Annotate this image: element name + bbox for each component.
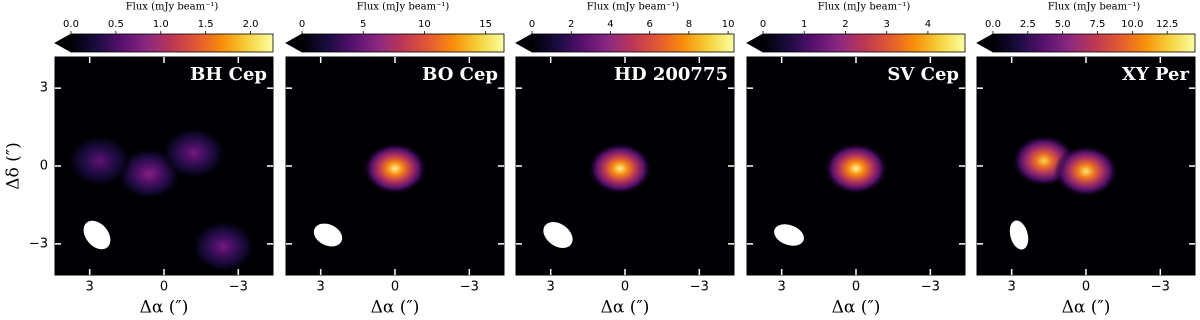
- image: [823, 142, 889, 195]
- emission: [67, 134, 132, 187]
- emission: [191, 220, 256, 273]
- image: [587, 142, 653, 195]
- y-tick-label: −3: [29, 236, 48, 251]
- x-tick-label: −3: [229, 280, 248, 295]
- x-tick-label: −3: [460, 280, 479, 295]
- x-tick-label: 0: [852, 280, 860, 295]
- emission: [161, 127, 226, 180]
- colorbar-tick-label: 2.5: [1020, 19, 1036, 30]
- colorbar: [531, 33, 735, 53]
- colorbar-tick-label: 0.0: [63, 19, 79, 30]
- colorbar-tick-label: 10: [722, 19, 735, 30]
- beam: [543, 222, 573, 248]
- x-tick-label: 3: [86, 280, 94, 295]
- colorbar-label: Flux (mJy beam⁻¹): [587, 2, 680, 13]
- x-axis-label: Δα (″): [1062, 298, 1111, 318]
- x-tick-label: −3: [921, 280, 940, 295]
- colorbar-tick-label: 0: [529, 19, 535, 30]
- x-tick-label: 3: [778, 280, 786, 295]
- y-axis-label: Δδ (″): [4, 142, 24, 190]
- colorbar-label: Flux (mJy beam⁻¹): [818, 2, 911, 13]
- beam: [83, 220, 111, 250]
- colorbar-label: Flux (mJy beam⁻¹): [357, 2, 450, 13]
- colorbar: [762, 33, 966, 53]
- colorbar-extension: [285, 33, 303, 53]
- colorbar-tick-label: 15: [479, 19, 492, 30]
- colorbar: [301, 33, 505, 53]
- panel-title: HD 200775: [614, 64, 728, 85]
- colorbar-tick-label: 2: [842, 19, 848, 30]
- colorbar-extension: [746, 33, 764, 53]
- emission: [362, 142, 428, 195]
- colorbar: [70, 33, 274, 53]
- emission: [587, 142, 653, 195]
- x-tick-label: 0: [160, 280, 168, 295]
- x-tick-label: −3: [1151, 280, 1170, 295]
- colorbar-tick-label: 6: [646, 19, 652, 30]
- x-axis-label: Δα (″): [832, 298, 881, 318]
- colorbar-tick-label: 8: [686, 19, 692, 30]
- x-tick-label: 0: [621, 280, 629, 295]
- colorbar-extension: [976, 33, 994, 53]
- y-tick-label: 3: [40, 81, 48, 96]
- colorbar-tick-label: 5.0: [1055, 19, 1071, 30]
- colorbar-tick-label: 2.0: [243, 19, 259, 30]
- colorbar-tick-label: 0.0: [985, 19, 1001, 30]
- colorbar-tick-label: 0: [299, 19, 305, 30]
- x-axis-label: Δα (″): [140, 298, 189, 318]
- colorbar-tick-label: 1.0: [153, 19, 169, 30]
- colorbar: [992, 33, 1196, 53]
- image: [67, 127, 256, 273]
- x-tick-label: 0: [391, 280, 399, 295]
- panel-title: SV Cep: [887, 64, 959, 85]
- beam: [313, 223, 343, 247]
- emission: [1053, 145, 1119, 198]
- colorbar-tick-label: 3: [883, 19, 889, 30]
- beam: [774, 224, 804, 246]
- colorbar-tick-label: 5: [360, 19, 366, 30]
- colorbar-tick-label: 12.5: [1156, 19, 1178, 30]
- colorbar-tick-label: 1.5: [198, 19, 214, 30]
- image: [362, 142, 428, 195]
- colorbar-tick-label: 4: [925, 19, 931, 30]
- image: [1011, 134, 1119, 198]
- colorbar-tick-label: 1: [801, 19, 807, 30]
- colorbar-tick-label: 0: [760, 19, 766, 30]
- colorbar-tick-label: 10: [418, 19, 431, 30]
- x-tick-label: 3: [317, 280, 325, 295]
- x-tick-label: −3: [690, 280, 709, 295]
- colorbar-extension: [54, 33, 72, 53]
- colorbar-tick-label: 2: [568, 19, 574, 30]
- x-axis-label: Δα (″): [371, 298, 420, 318]
- emission: [823, 142, 889, 195]
- colorbar-tick-label: 10.0: [1121, 19, 1143, 30]
- colorbar-extension: [515, 33, 533, 53]
- panel-title: XY Per: [1122, 64, 1190, 85]
- colorbar-tick-label: 7.5: [1090, 19, 1106, 30]
- x-tick-label: 0: [1082, 280, 1090, 295]
- panel-title: BO Cep: [422, 64, 498, 85]
- x-tick-label: 3: [547, 280, 555, 295]
- panel-title: BH Cep: [190, 64, 267, 85]
- colorbar-tick-label: 0.5: [108, 19, 124, 30]
- y-tick-label: 0: [40, 159, 48, 174]
- x-tick-label: 3: [1008, 280, 1016, 295]
- beam: [1009, 220, 1029, 250]
- colorbar-label: Flux (mJy beam⁻¹): [126, 2, 219, 13]
- colorbar-tick-label: 4: [607, 19, 613, 30]
- colorbar-label: Flux (mJy beam⁻¹): [1048, 2, 1141, 13]
- x-axis-label: Δα (″): [601, 298, 650, 318]
